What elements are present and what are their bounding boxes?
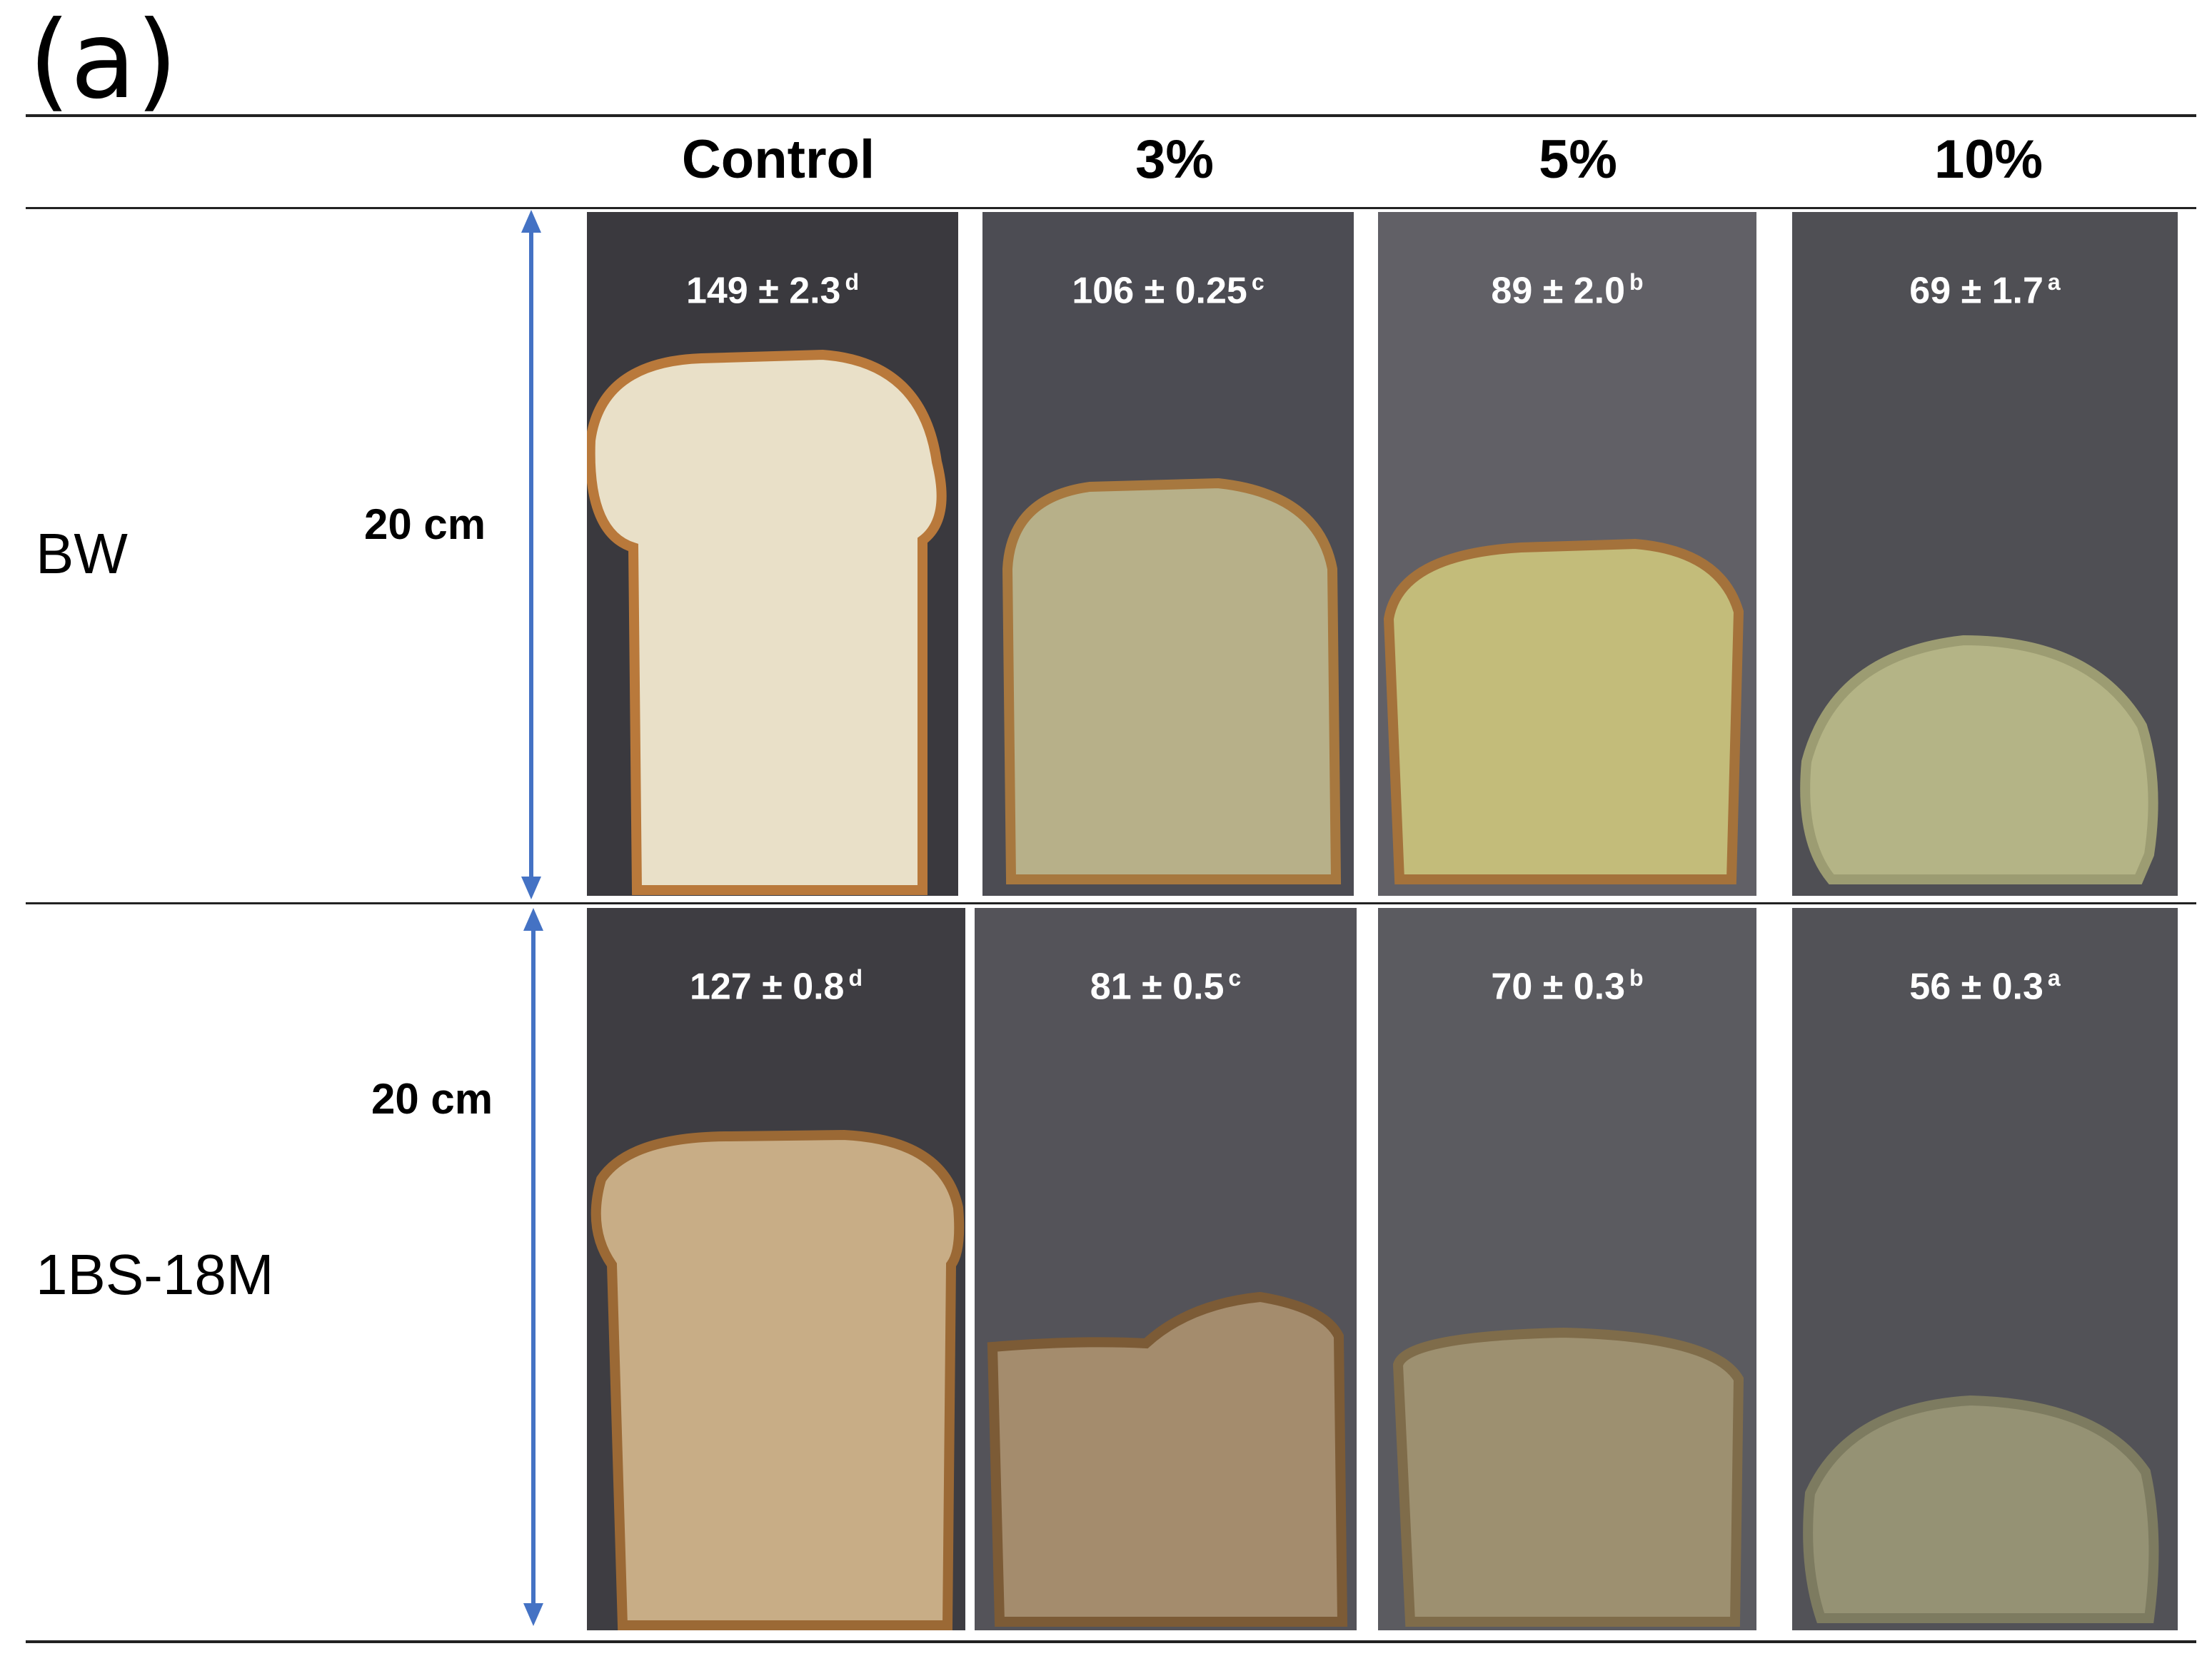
volume-label: 70 ± 0.3 b [1491, 965, 1644, 1008]
bread-slice-shape [1383, 538, 1744, 884]
bread-photo-bw-control: 149 ± 2.3 d [587, 212, 958, 896]
header-rule [26, 207, 2196, 209]
scale-label-bw: 20 cm [364, 500, 486, 548]
row-label-bw: BW [36, 522, 128, 585]
bread-photo-1bs-18m-3pct: 81 ± 0.5 c [975, 908, 1357, 1630]
bread-photo-1bs-18m-5pct: 70 ± 0.3 b [1378, 908, 1756, 1630]
column-header-10pct: 10% [1934, 129, 2043, 190]
bread-slice-shape [1800, 635, 2158, 884]
bread-slice-shape [587, 349, 947, 895]
volume-label: 149 ± 2.3 d [685, 269, 860, 312]
row-divider [26, 902, 2196, 904]
volume-label: 69 ± 1.7 a [1909, 269, 2061, 312]
volume-label: 127 ± 0.8 d [689, 965, 863, 1008]
volume-label: 81 ± 0.5 c [1090, 965, 1242, 1008]
column-header-5pct: 5% [1539, 129, 1617, 190]
row-label-1bs-18m: 1BS-18M [36, 1243, 274, 1306]
top-rule [26, 114, 2196, 117]
bread-slice-shape [1803, 1395, 2159, 1623]
scale-arrow-bw [521, 210, 541, 899]
volume-label: 89 ± 2.0 b [1491, 269, 1644, 312]
scale-label-1bs-18m: 20 cm [371, 1075, 493, 1123]
bread-slice-shape [1002, 478, 1342, 884]
bread-slice-shape [1392, 1327, 1744, 1627]
bread-photo-1bs-18m-control: 127 ± 0.8 d [587, 908, 965, 1630]
bread-photo-1bs-18m-10pct: 56 ± 0.3 a [1792, 908, 2178, 1630]
photo-background [587, 212, 958, 896]
volume-label: 56 ± 0.3 a [1909, 965, 2061, 1008]
bottom-rule [26, 1640, 2196, 1643]
panel-label: (a) [29, 0, 178, 123]
scale-arrow-1bs-18m [523, 908, 543, 1626]
bread-slice-shape [987, 1291, 1348, 1627]
column-header-control: Control [681, 129, 875, 190]
bread-slice-shape [590, 1129, 965, 1630]
bread-photo-bw-10pct: 69 ± 1.7 a [1792, 212, 2178, 896]
bread-photo-bw-5pct: 89 ± 2.0 b [1378, 212, 1756, 896]
bread-photo-bw-3pct: 106 ± 0.25 c [982, 212, 1354, 896]
column-header-3pct: 3% [1135, 129, 1214, 190]
volume-label: 106 ± 0.25 c [1072, 269, 1265, 312]
